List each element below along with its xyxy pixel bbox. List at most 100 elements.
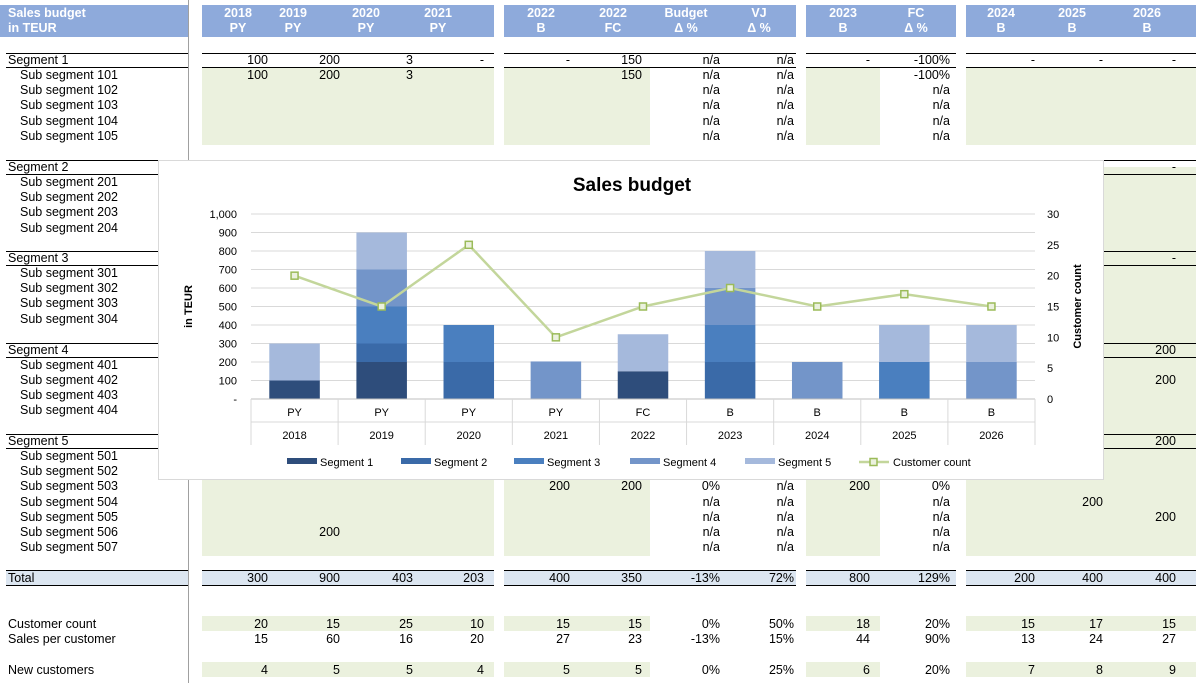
kpi-row-value[interactable]: 50% xyxy=(768,617,794,631)
subsegment-row-value[interactable]: 200 xyxy=(1155,510,1176,524)
total-row-value[interactable]: 900 xyxy=(319,571,340,585)
kpi-row-value[interactable]: 23 xyxy=(628,632,642,646)
kpi-row-value[interactable]: 25 xyxy=(399,617,413,631)
sales-budget-chart[interactable]: Sales budget -100 200 300 400 500 600 700 800 900… xyxy=(158,160,1104,480)
kpi-row-value[interactable]: 18 xyxy=(856,617,870,631)
subsegment-row-value[interactable]: n/a xyxy=(776,495,794,509)
subsegment-row-value[interactable]: n/a xyxy=(702,68,720,82)
kpi-row-value[interactable]: 24 xyxy=(1089,632,1103,646)
total-row-value[interactable]: -13% xyxy=(690,571,720,585)
subsegment-row-value[interactable]: n/a xyxy=(776,479,794,493)
total-row-value[interactable]: 72% xyxy=(768,571,794,585)
segment-row-value[interactable]: - xyxy=(565,53,570,67)
total-row-value[interactable]: 350 xyxy=(621,571,642,585)
segment-row-value[interactable]: - xyxy=(1171,251,1176,265)
kpi-row-value[interactable]: 10 xyxy=(470,617,484,631)
kpi-row-value[interactable]: 90% xyxy=(924,632,950,646)
kpi-row-value[interactable]: 0% xyxy=(701,663,720,677)
kpi-row-value[interactable]: 20% xyxy=(924,617,950,631)
kpi-row-value[interactable]: 44 xyxy=(856,632,870,646)
segment-row-value[interactable]: - xyxy=(865,53,870,67)
kpi-row-value[interactable]: 0% xyxy=(701,617,720,631)
subsegment-row-value[interactable]: n/a xyxy=(776,510,794,524)
kpi-row-value[interactable]: 16 xyxy=(399,632,413,646)
segment-row-value[interactable]: 150 xyxy=(621,53,642,67)
total-row-value[interactable]: 400 xyxy=(1155,571,1176,585)
kpi-row-value[interactable]: 20 xyxy=(254,617,268,631)
kpi-row-value[interactable]: 6 xyxy=(863,663,870,677)
segment-row-value[interactable]: - xyxy=(1098,53,1103,67)
subsegment-row-value[interactable]: 200 xyxy=(549,479,570,493)
subsegment-row-value[interactable]: -100% xyxy=(913,68,950,82)
segment-row-value[interactable]: - xyxy=(1171,53,1176,67)
segment-row-value[interactable]: - xyxy=(479,53,484,67)
kpi-row-value[interactable]: 4 xyxy=(477,663,484,677)
kpi-row-value[interactable]: 7 xyxy=(1028,663,1035,677)
subsegment-row-value[interactable]: n/a xyxy=(776,98,794,112)
kpi-row-value[interactable]: 60 xyxy=(326,632,340,646)
segment-row-value[interactable]: n/a xyxy=(702,53,720,67)
subsegment-row-value[interactable]: 3 xyxy=(406,68,413,82)
kpi-row-value[interactable]: 27 xyxy=(556,632,570,646)
subsegment-row-value[interactable]: n/a xyxy=(776,68,794,82)
subsegment-row-value[interactable]: n/a xyxy=(932,98,950,112)
kpi-row-value[interactable]: 5 xyxy=(563,663,570,677)
kpi-row-value[interactable]: 15 xyxy=(556,617,570,631)
subsegment-row-value[interactable]: 200 xyxy=(621,479,642,493)
segment-row-value[interactable]: - xyxy=(1171,160,1176,174)
subsegment-row-value[interactable]: n/a xyxy=(702,510,720,524)
subsegment-row-value[interactable]: n/a xyxy=(932,129,950,143)
total-row-value[interactable]: 800 xyxy=(849,571,870,585)
kpi-row-value[interactable]: 25% xyxy=(768,663,794,677)
subsegment-row-value[interactable]: 200 xyxy=(849,479,870,493)
total-row-value[interactable]: 403 xyxy=(392,571,413,585)
subsegment-row-value[interactable]: n/a xyxy=(702,98,720,112)
kpi-row-value[interactable]: 5 xyxy=(333,663,340,677)
subsegment-row-value[interactable]: n/a xyxy=(776,83,794,97)
kpi-row-value[interactable]: 15% xyxy=(768,632,794,646)
subsegment-row-value[interactable]: n/a xyxy=(932,540,950,554)
subsegment-row-value[interactable]: 100 xyxy=(247,68,268,82)
subsegment-row-value[interactable]: 200 xyxy=(319,525,340,539)
total-row-value[interactable]: 400 xyxy=(1082,571,1103,585)
segment-row-value[interactable]: - xyxy=(1030,53,1035,67)
total-row-value[interactable]: 129% xyxy=(918,571,950,585)
subsegment-row-value[interactable]: n/a xyxy=(776,129,794,143)
kpi-row-value[interactable]: 5 xyxy=(635,663,642,677)
subsegment-row-value[interactable]: n/a xyxy=(776,540,794,554)
subsegment-row-value[interactable]: n/a xyxy=(776,525,794,539)
kpi-row-value[interactable]: 5 xyxy=(406,663,413,677)
subsegment-row-value[interactable]: n/a xyxy=(702,495,720,509)
subsegment-row-value[interactable]: n/a xyxy=(932,495,950,509)
subsegment-row-value[interactable]: n/a xyxy=(702,114,720,128)
kpi-row-value[interactable]: 8 xyxy=(1096,663,1103,677)
segment-row-value[interactable]: 200 xyxy=(1155,343,1176,357)
subsegment-row-value[interactable]: n/a xyxy=(776,114,794,128)
kpi-row-value[interactable]: 13 xyxy=(1021,632,1035,646)
subsegment-row-value[interactable]: n/a xyxy=(932,114,950,128)
subsegment-row-value[interactable]: n/a xyxy=(702,83,720,97)
kpi-row-value[interactable]: 15 xyxy=(1021,617,1035,631)
subsegment-row-value[interactable]: n/a xyxy=(932,510,950,524)
subsegment-row-value[interactable]: 0% xyxy=(701,479,720,493)
subsegment-row-value[interactable]: n/a xyxy=(702,540,720,554)
subsegment-row-value[interactable]: 0% xyxy=(931,479,950,493)
segment-row-value[interactable]: n/a xyxy=(776,53,794,67)
kpi-row-value[interactable]: 15 xyxy=(1162,617,1176,631)
segment-row-value[interactable]: 200 xyxy=(319,53,340,67)
segment-row-value[interactable]: 3 xyxy=(406,53,413,67)
segment-row-value[interactable]: -100% xyxy=(913,53,950,67)
kpi-row-value[interactable]: 9 xyxy=(1169,663,1176,677)
total-row-value[interactable]: 203 xyxy=(463,571,484,585)
subsegment-row-value[interactable]: n/a xyxy=(702,129,720,143)
total-row-value[interactable]: 300 xyxy=(247,571,268,585)
kpi-row-value[interactable]: 20 xyxy=(470,632,484,646)
kpi-row-value[interactable]: 15 xyxy=(254,632,268,646)
subsegment-row-value[interactable]: 200 xyxy=(1082,495,1103,509)
kpi-row-value[interactable]: 15 xyxy=(326,617,340,631)
subsegment-row-value[interactable]: 150 xyxy=(621,68,642,82)
subsegment-row-value[interactable]: 200 xyxy=(319,68,340,82)
kpi-row-value[interactable]: 17 xyxy=(1089,617,1103,631)
subsegment-row-value[interactable]: n/a xyxy=(702,525,720,539)
